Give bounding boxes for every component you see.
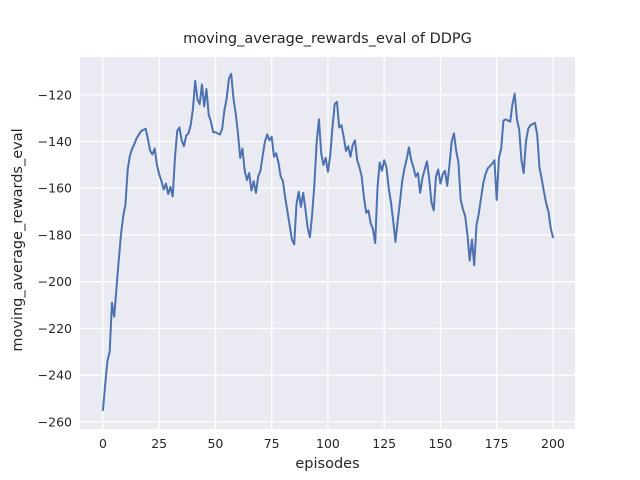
y-tick-label: −200 [38,274,72,289]
x-tick-label: 200 [541,436,565,451]
x-tick-label: 150 [429,436,453,451]
x-axis-label: episodes [295,456,360,472]
y-tick-label: −180 [38,227,72,242]
x-tick-label: 0 [99,436,107,451]
x-tick-label: 175 [485,436,509,451]
x-tick-label: 75 [264,436,280,451]
y-tick-label: −260 [38,414,72,429]
y-tick-label: −140 [38,134,72,149]
y-tick-label: −240 [38,368,72,383]
x-tick-label: 50 [207,436,223,451]
chart-title: moving_average_rewards_eval of DDPG [183,31,472,47]
x-tick-label: 125 [372,436,396,451]
x-tick-label: 100 [316,436,340,451]
y-tick-label: −160 [38,181,72,196]
y-tick-label: −220 [38,321,72,336]
y-tick-label: −120 [38,87,72,102]
reward-line [101,72,554,412]
x-tick-label: 25 [151,436,167,451]
